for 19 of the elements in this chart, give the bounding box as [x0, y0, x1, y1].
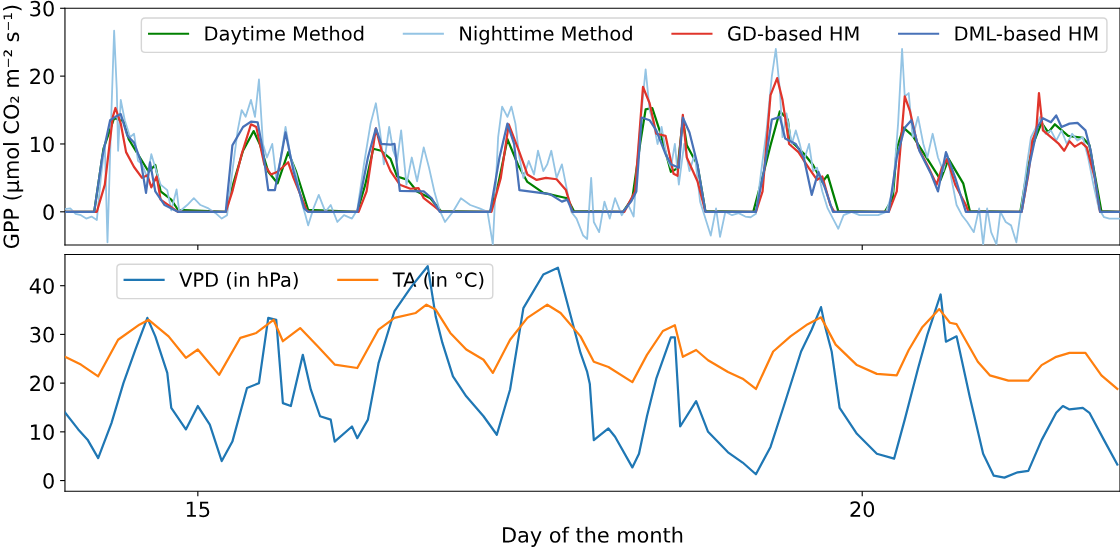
y-tick-label: 40: [29, 278, 54, 294]
legend-label: Daytime Method: [205, 25, 364, 45]
legend-label: VPD (in hPa): [179, 272, 298, 290]
y-tick-label: 0: [43, 204, 54, 221]
line-series: [64, 303, 1119, 391]
legend-label: Nighttime Method: [460, 25, 632, 45]
x-tick-label: 15: [186, 501, 210, 518]
y-tick-label: 10: [31, 136, 54, 153]
line-series: [64, 265, 1119, 479]
y-tick-label: 20: [30, 375, 54, 392]
y-tick-label: 0: [43, 473, 54, 489]
y-tick-label: 10: [31, 424, 54, 441]
x-axis-title: Day of the month: [503, 526, 683, 547]
y-tick-label: 20: [30, 68, 54, 85]
legend-label: DML-based HM: [955, 25, 1098, 41]
y-tick-label: 30: [30, 326, 54, 343]
y-tick-label: 30: [30, 0, 54, 17]
legend-label: GD-based HM: [728, 25, 859, 41]
y-axis-title: GPP (μmol CO₂ m⁻² s⁻¹): [3, 5, 24, 249]
